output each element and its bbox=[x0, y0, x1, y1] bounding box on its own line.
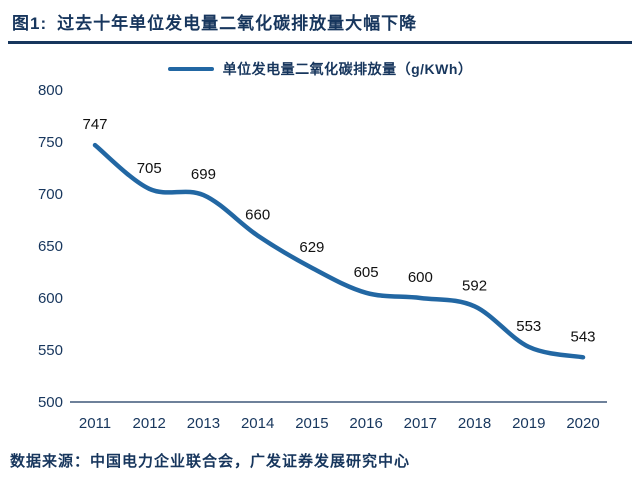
data-label: 543 bbox=[570, 328, 595, 345]
x-tick-label: 2013 bbox=[187, 415, 220, 432]
x-tick-label: 2017 bbox=[404, 415, 437, 432]
y-tick-label: 650 bbox=[38, 238, 63, 255]
y-tick-label: 800 bbox=[38, 82, 63, 99]
x-tick-label: 2016 bbox=[349, 415, 382, 432]
data-label: 600 bbox=[408, 269, 433, 286]
data-label: 629 bbox=[299, 239, 324, 256]
x-tick-label: 2020 bbox=[566, 415, 599, 432]
data-label: 705 bbox=[137, 160, 162, 177]
line-chart-svg: 500 550 600 650 700 750 800 2011 2012 2013 2014 201… bbox=[38, 82, 607, 432]
y-tick-label: 700 bbox=[38, 186, 63, 203]
x-tick-label: 2015 bbox=[295, 415, 328, 432]
data-label: 605 bbox=[354, 264, 379, 281]
figure-number: 图1: bbox=[12, 14, 48, 33]
x-tick-label: 2014 bbox=[241, 415, 274, 432]
data-label: 747 bbox=[82, 116, 107, 133]
y-tick-label: 750 bbox=[38, 134, 63, 151]
y-tick-label: 550 bbox=[38, 342, 63, 359]
data-label: 699 bbox=[191, 166, 216, 183]
x-tick-label: 2012 bbox=[133, 415, 166, 432]
legend-label: 单位发电量二氧化碳排放量（g/KWh） bbox=[222, 61, 473, 77]
figure-header: 图1: 过去十年单位发电量二氧化碳排放量大幅下降 bbox=[8, 0, 632, 44]
x-tick-label: 2019 bbox=[512, 415, 545, 432]
y-tick-label: 600 bbox=[38, 290, 63, 307]
data-label: 553 bbox=[516, 318, 541, 335]
x-tick-label: 2018 bbox=[458, 415, 491, 432]
chart-legend: 单位发电量二氧化碳排放量（g/KWh） bbox=[0, 58, 640, 80]
legend-line-swatch bbox=[167, 67, 214, 71]
x-tick-label: 2011 bbox=[79, 415, 111, 432]
data-source: 数据来源：中国电力企业联合会，广发证券发展研究中心 bbox=[10, 453, 411, 470]
figure-title: 过去十年单位发电量二氧化碳排放量大幅下降 bbox=[57, 14, 418, 33]
data-label: 592 bbox=[462, 277, 487, 294]
data-label: 660 bbox=[245, 207, 270, 224]
y-tick-label: 500 bbox=[38, 394, 63, 411]
data-line bbox=[92, 142, 586, 360]
